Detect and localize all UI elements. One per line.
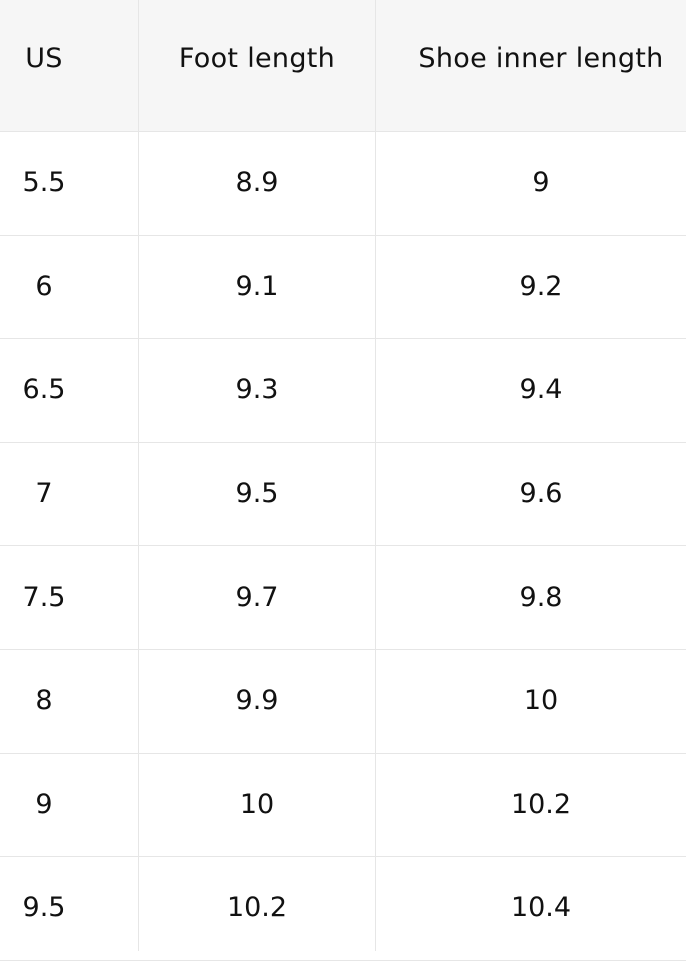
header-cell: Shoe inner length bbox=[418, 43, 664, 74]
column-divider bbox=[138, 0, 139, 951]
row-divider bbox=[0, 131, 686, 132]
row-divider bbox=[0, 338, 686, 340]
table-cell: 9.3 bbox=[235, 374, 279, 406]
table-cell: 9 bbox=[532, 167, 550, 199]
table-cell: 10 bbox=[239, 788, 275, 820]
table-cell: 9.2 bbox=[519, 270, 563, 302]
table-cell: 9.9 bbox=[235, 685, 279, 717]
table-cell: 10.4 bbox=[510, 892, 572, 924]
row-divider bbox=[0, 441, 686, 443]
table-cell: 8.9 bbox=[235, 167, 279, 199]
row-divider bbox=[0, 545, 686, 547]
table-cell: 9.4 bbox=[519, 374, 563, 406]
table-cell: 6 bbox=[35, 270, 53, 302]
header-cell: Foot length bbox=[178, 43, 336, 74]
table-cell: 7 bbox=[35, 478, 53, 510]
table-cell: 10.2 bbox=[510, 788, 572, 820]
row-divider bbox=[0, 752, 686, 754]
table-cell: 9.8 bbox=[519, 581, 563, 613]
row-divider bbox=[0, 856, 686, 858]
table-cell: 10.2 bbox=[226, 892, 288, 924]
header-background bbox=[0, 0, 686, 131]
table-cell: 9.5 bbox=[235, 478, 279, 510]
table-cell: 7.5 bbox=[22, 581, 66, 613]
row-divider bbox=[0, 649, 686, 650]
table-cell: 6.5 bbox=[22, 374, 66, 406]
row-divider bbox=[0, 234, 686, 236]
column-divider bbox=[375, 0, 376, 951]
table-cell: 9.5 bbox=[22, 892, 66, 924]
table-cell: 9.1 bbox=[235, 270, 279, 302]
table-cell: 5.5 bbox=[22, 167, 66, 199]
table-cell: 9.6 bbox=[519, 478, 563, 510]
table-cell: 10 bbox=[523, 685, 559, 717]
header-cell: US bbox=[25, 43, 63, 74]
table-cell: 9.7 bbox=[235, 581, 279, 613]
table-cell: 8 bbox=[35, 685, 53, 717]
table-cell: 9 bbox=[35, 788, 53, 820]
